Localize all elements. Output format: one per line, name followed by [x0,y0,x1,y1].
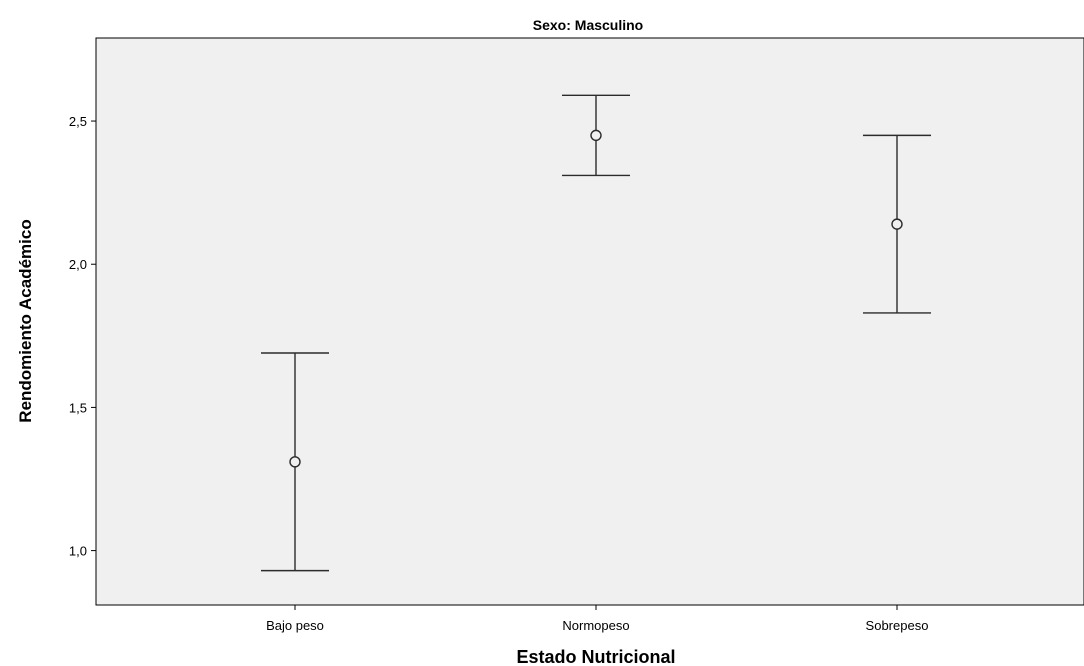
y-tick-label: 1,0 [69,544,87,559]
y-tick-label: 2,5 [69,114,87,129]
x-axis-title: Estado Nutricional [516,647,675,666]
error-bar [261,352,329,572]
error-bars [261,94,931,572]
x-axis-ticks: Bajo peso Normopeso Sobrepeso [266,605,928,633]
error-bar [562,94,630,177]
y-tick-label: 1,5 [69,400,87,415]
y-tick-label: 2,0 [69,257,87,272]
error-bar [863,134,931,314]
x-tick-label: Bajo peso [266,618,324,633]
chart-title: Sexo: Masculino [533,17,643,33]
mean-marker [590,129,602,142]
x-tick-label: Sobrepeso [866,618,929,633]
x-tick-label: Normopeso [562,618,629,633]
y-axis-title: Rendomiento Académico [16,219,35,422]
mean-marker [289,456,301,468]
plot-area [95,37,1084,606]
y-axis-ticks: 1,0 1,5 2,0 2,5 [69,114,96,559]
mean-marker [891,218,903,230]
